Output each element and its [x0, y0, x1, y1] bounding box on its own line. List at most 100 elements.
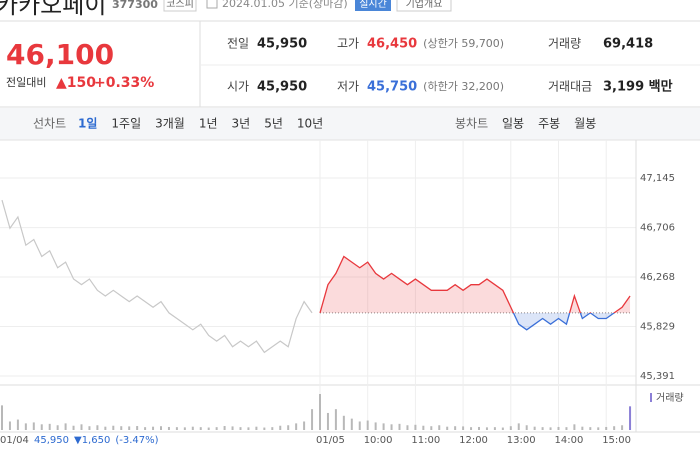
- stat-label: 시가: [227, 80, 249, 94]
- y-tick-label: 46,268: [640, 272, 675, 283]
- volume-bar: [48, 423, 51, 430]
- volume-bar: [398, 423, 401, 430]
- date: 2024.01.05 기준(장마감): [222, 0, 348, 10]
- volume-bar: [96, 425, 99, 430]
- volume-bar: [64, 423, 67, 430]
- volume-bar: [478, 426, 480, 430]
- company-button[interactable]: [396, 0, 452, 12]
- volume-legend-mark: [650, 393, 652, 402]
- volume-bar: [366, 420, 369, 430]
- x-tick-label: 13:00: [507, 435, 536, 446]
- volume-bar: [136, 426, 139, 430]
- volume-bar: [525, 425, 528, 430]
- stat-label: 거래량: [548, 37, 581, 51]
- stat-value: 45,750: [367, 80, 417, 95]
- tab[interactable]: 5년: [264, 117, 283, 131]
- volume-bar: [390, 424, 393, 430]
- line: [319, 255, 631, 331]
- volume-bar: [303, 421, 306, 430]
- realtime[interactable]: 실시간: [359, 0, 387, 10]
- volume-bar: [438, 425, 441, 430]
- volume-bar: [414, 424, 417, 430]
- stat-label: 고가: [337, 37, 359, 51]
- market-badge: [163, 0, 197, 12]
- tab[interactable]: 1일: [78, 117, 97, 131]
- volume-bar: [374, 422, 377, 430]
- chart: 47,145 46,706 46,268 45,829 45,391 01/04 01/05…: [0, 140, 700, 446]
- volume-bar: [167, 426, 170, 430]
- volume-bar: [104, 426, 107, 430]
- y-tick-label: 45,391: [640, 371, 675, 382]
- x-tick-label: 10:00: [364, 435, 393, 446]
- stat-note: (하한가 32,200): [423, 79, 504, 93]
- tab[interactable]: 10년: [297, 117, 323, 131]
- tab[interactable]: 1주일: [111, 117, 141, 131]
- volume-bar: [597, 427, 600, 430]
- stat-value: 3,199 백만: [603, 79, 673, 95]
- volume-bar: [223, 426, 226, 430]
- volume-bar: [430, 426, 433, 430]
- y-tick-label: 45,829: [640, 322, 675, 333]
- x-tick-label: 12:00: [459, 435, 488, 446]
- volume-bar: [422, 425, 425, 430]
- volume-bar: [279, 425, 282, 430]
- tab[interactable]: 일봉: [502, 117, 524, 131]
- footer-change: ▼1,650: [74, 435, 110, 446]
- volume-bar: [271, 427, 274, 430]
- area: [320, 256, 631, 330]
- volume-bar: [549, 427, 552, 430]
- volume-bar: [589, 427, 592, 430]
- tab[interactable]: 1년: [199, 117, 218, 131]
- stat-value: 69,418: [603, 37, 653, 52]
- x-tick-label: 11:00: [411, 435, 440, 446]
- y-tick-label: 46,706: [640, 223, 675, 234]
- volume-bar: [629, 406, 632, 430]
- volume-bar: [88, 426, 91, 430]
- volume-bar: [382, 423, 385, 430]
- company[interactable]: 기업개요: [406, 0, 443, 10]
- volume-bar: [32, 422, 35, 430]
- volume-bar: [120, 426, 123, 430]
- stat-value: 46,450: [367, 37, 417, 52]
- volume-bar: [128, 426, 131, 430]
- volume-bar: [565, 427, 568, 430]
- volume-bar: [199, 427, 202, 430]
- volume-bar: [207, 427, 210, 430]
- volume-bar: [247, 427, 250, 430]
- x-tick-label: 01/05: [316, 435, 345, 446]
- volume-bar: [16, 419, 19, 430]
- realtime-button[interactable]: [355, 0, 391, 11]
- volume-bar: [40, 424, 43, 430]
- volume-bar: [215, 427, 218, 430]
- volume-bar: [175, 427, 178, 430]
- tab[interactable]: 3년: [232, 117, 251, 131]
- volume-bar: [183, 427, 186, 430]
- volume-bar: [485, 427, 488, 430]
- stat-value: 45,950: [257, 80, 307, 95]
- stock-code: 377300: [112, 0, 158, 11]
- volume-bar: [573, 424, 576, 430]
- volume-bar: [319, 394, 321, 430]
- x-tick-label: 01/04: [0, 435, 29, 446]
- volume-bar: [80, 424, 83, 430]
- change: ▲150: [56, 75, 96, 91]
- volume-bar: [342, 415, 345, 430]
- volume-bar: [462, 426, 465, 430]
- tab[interactable]: 월봉: [574, 117, 596, 131]
- tab[interactable]: 3개월: [155, 117, 185, 131]
- volume-bar: [350, 418, 353, 430]
- volume-bar: [613, 426, 616, 430]
- volume-bar: [581, 426, 584, 430]
- stat-label: 거래대금: [548, 80, 592, 94]
- tab[interactable]: 주봉: [538, 117, 560, 131]
- volume-bar: [334, 409, 337, 430]
- volume-bar: [152, 426, 155, 430]
- x-tick-label: 15:00: [602, 435, 631, 446]
- volume-bar: [255, 426, 258, 430]
- volume-bar: [24, 423, 27, 430]
- footer-pct: (-3.47%): [115, 435, 158, 446]
- volume-bar: [509, 426, 512, 430]
- calendar-icon: [206, 0, 218, 9]
- volume-bar: [541, 427, 544, 430]
